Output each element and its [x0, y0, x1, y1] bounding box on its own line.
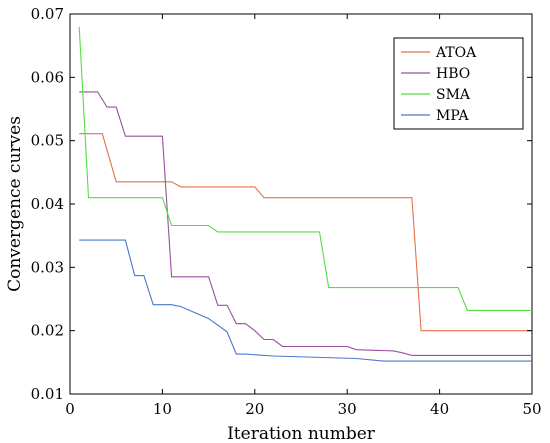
x-tick-label: 20	[245, 400, 264, 418]
series-layer	[78, 26, 532, 362]
x-tick-label: 0	[65, 400, 75, 418]
y-tick-label: 0.03	[31, 258, 64, 276]
legend-box	[393, 37, 524, 130]
y-tick-label: 0.01	[31, 385, 64, 403]
x-tick-label: 40	[430, 400, 449, 418]
y-tick-label: 0.05	[31, 132, 64, 150]
legend-label-hbo: HBO	[436, 66, 470, 82]
x-tick-label: 10	[153, 400, 172, 418]
y-tick-label: 0.02	[31, 322, 64, 340]
legend-label-mpa: MPA	[436, 108, 469, 124]
series-line-mpa	[79, 239, 532, 362]
legend-label-sma: SMA	[436, 87, 471, 103]
y-tick-label: 0.06	[31, 68, 64, 86]
series-line-sma	[78, 26, 532, 311]
legend: ATOA HBO SMA MPA	[393, 37, 524, 130]
x-axis-title: Iteration number	[227, 424, 376, 443]
legend-label-atoa: ATOA	[435, 45, 477, 61]
y-axis-title: Convergence curves	[5, 116, 25, 292]
series-line-hbo	[79, 91, 532, 356]
x-tick-label: 50	[522, 400, 541, 418]
x-tick-label: 30	[338, 400, 357, 418]
y-tick-label: 0.04	[31, 195, 64, 213]
ticks-layer: 0 10 20 30 40 50 0.01 0.02 0.03 0.04 0.05 0.06 0.07	[31, 5, 542, 418]
series-line-atoa	[79, 133, 532, 332]
y-tick-label: 0.07	[31, 5, 64, 23]
